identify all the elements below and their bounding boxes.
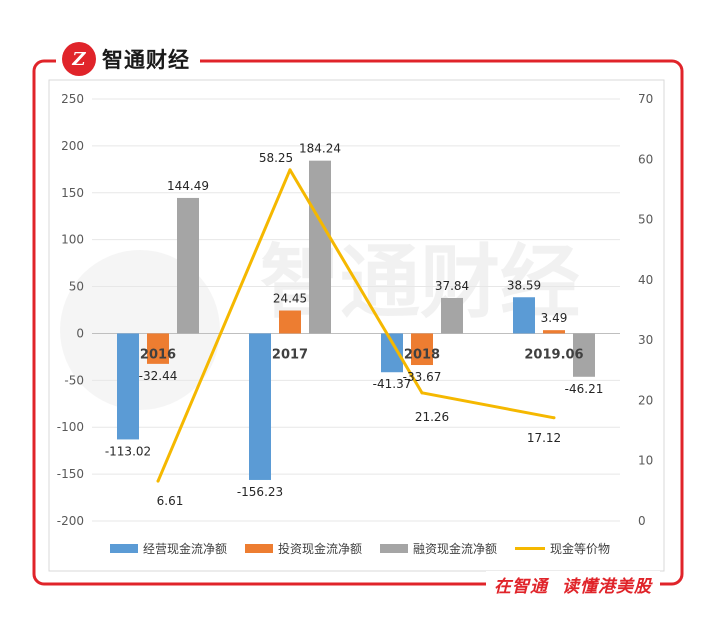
y-right-tick-label: 30 — [638, 333, 653, 347]
operating-bar — [117, 333, 139, 440]
operating-bar — [249, 333, 271, 480]
investing-data-label: 24.45 — [273, 292, 307, 306]
legend-label-cash: 现金等价物 — [550, 542, 611, 556]
legend-item-operating: 经营现金流净额 — [110, 540, 227, 557]
cash-point — [420, 391, 424, 395]
financing-data-label: 184.24 — [299, 142, 341, 156]
legend-swatch-investing — [245, 544, 274, 553]
y-left-tick-label: 50 — [69, 280, 84, 294]
cash-data-label: 6.61 — [157, 494, 184, 508]
slogan-part2: 读懂港美股 — [562, 576, 652, 597]
y-left-tick-label: -100 — [57, 420, 84, 434]
x-category-label: 2018 — [404, 347, 440, 362]
legend-item-cash: 现金等价物 — [515, 540, 610, 557]
x-category-label: 2016 — [140, 347, 176, 362]
operating-bar — [513, 297, 535, 334]
chart-legend: 经营现金流净额 投资现金流净额 融资现金流净额 现金等价物 — [110, 540, 630, 557]
brand-header: Z 智通财经 — [56, 40, 200, 78]
y-left-tick-label: 200 — [61, 139, 84, 153]
legend-swatch-financing — [380, 544, 409, 553]
legend-label-financing: 融资现金流净额 — [413, 542, 498, 556]
investing-bar — [147, 333, 169, 364]
y-right-tick-label: 50 — [638, 213, 653, 227]
financing-bar — [441, 297, 463, 334]
slogan-part1: 在智通 — [494, 576, 548, 597]
operating-data-label: -113.02 — [105, 444, 151, 458]
cash-point — [156, 479, 160, 483]
legend-label-investing: 投资现金流净额 — [278, 542, 363, 556]
operating-bar — [381, 333, 403, 373]
operating-data-label: 38.59 — [507, 278, 541, 292]
financing-data-label: -46.21 — [565, 382, 604, 396]
investing-bar — [411, 333, 433, 366]
y-left-tick-label: 250 — [61, 92, 84, 106]
cash-data-label: 21.26 — [415, 410, 449, 424]
slogan: 在智通 读懂港美股 — [486, 571, 660, 597]
operating-data-label: -156.23 — [237, 485, 283, 499]
financing-bar — [573, 333, 595, 377]
x-category-label: 2017 — [272, 347, 308, 362]
y-right-tick-label: 0 — [638, 514, 646, 528]
y-left-tick-label: -50 — [64, 373, 84, 387]
legend-item-financing: 融资现金流净额 — [380, 540, 497, 557]
y-right-tick-label: 20 — [638, 393, 653, 407]
legend-swatch-operating — [110, 544, 138, 553]
investing-data-label: 3.49 — [541, 311, 568, 325]
investing-data-label: -32.44 — [139, 369, 178, 383]
legend-item-investing: 投资现金流净额 — [245, 540, 362, 557]
investing-data-label: -33.67 — [403, 370, 442, 384]
financing-data-label: 144.49 — [167, 179, 209, 193]
brand-logo-icon: Z — [62, 42, 96, 76]
brand-name: 智通财经 — [102, 48, 190, 72]
operating-data-label: -41.37 — [373, 377, 412, 391]
financing-bar — [177, 197, 199, 334]
y-right-tick-label: 10 — [638, 454, 653, 468]
financing-data-label: 37.84 — [435, 279, 469, 293]
y-left-tick-label: 0 — [76, 326, 84, 340]
investing-bar — [543, 330, 565, 334]
legend-label-operating: 经营现金流净额 — [143, 542, 228, 556]
x-category-label: 2019.06 — [524, 347, 583, 362]
y-right-tick-label: 60 — [638, 152, 653, 166]
y-left-tick-label: 100 — [61, 233, 84, 247]
y-left-tick-label: -200 — [57, 514, 84, 528]
cash-point — [552, 416, 556, 420]
y-left-tick-label: 150 — [61, 186, 84, 200]
financing-bar — [309, 160, 331, 334]
cash-equivalents-line — [156, 168, 555, 482]
y-right-tick-label: 70 — [638, 92, 653, 106]
cash-point — [288, 168, 292, 172]
y-left-tick-label: -150 — [57, 467, 84, 481]
y-right-tick-label: 40 — [638, 273, 653, 287]
cash-data-label: 17.12 — [527, 431, 561, 445]
legend-swatch-cash — [515, 547, 546, 550]
investing-bar — [279, 310, 301, 334]
cash-data-label: 58.25 — [259, 151, 293, 165]
